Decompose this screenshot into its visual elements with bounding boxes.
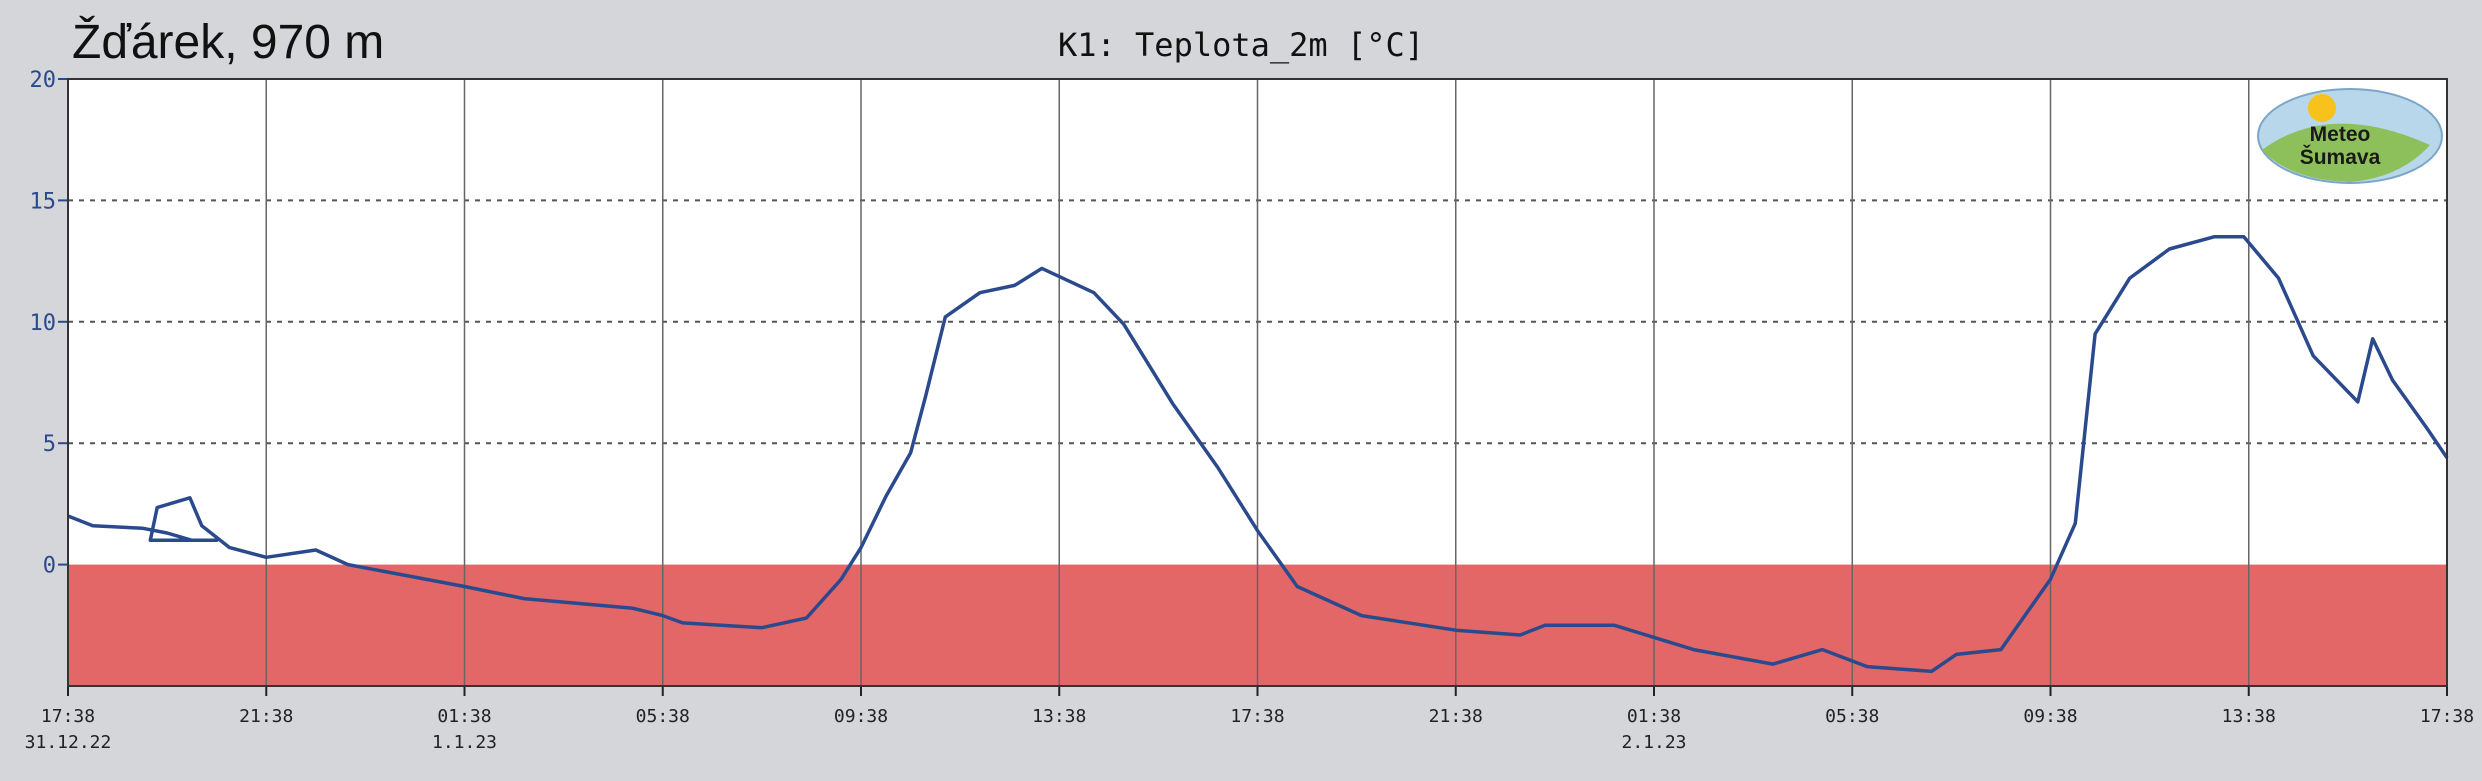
logo-text: Šumava (2300, 145, 2381, 169)
x-tick-label: 17:38 (1230, 706, 1284, 727)
logo-hill (2262, 123, 2430, 182)
chart-subtitle: K1: Teplota_2m [°C] (1058, 26, 1424, 64)
x-tick-label: 21:38 (239, 706, 293, 727)
x-tick-label: 05:38 (1825, 706, 1879, 727)
x-tick-label: 17:38 (2420, 706, 2474, 727)
x-date-label: 1.1.23 (432, 732, 497, 753)
y-tick-label: 20 (30, 68, 57, 93)
y-tick-label: 10 (30, 311, 57, 336)
x-tick-label: 21:38 (1429, 706, 1483, 727)
x-tick-label: 13:38 (1032, 706, 1086, 727)
x-tick-label: 17:38 (41, 706, 95, 727)
plot-frame (67, 78, 2448, 687)
x-date-label: 2.1.23 (1621, 732, 1686, 753)
logo-text: Meteo (2310, 123, 2371, 146)
x-tick-label: 09:38 (834, 706, 888, 727)
x-date-label: 31.12.22 (25, 732, 112, 753)
y-tick-label: 15 (30, 189, 57, 214)
y-tick-label: 5 (43, 432, 56, 457)
x-tick-label: 09:38 (2023, 706, 2077, 727)
temperature-line (67, 235, 2449, 674)
x-tick-label: 01:38 (437, 706, 491, 727)
chart-title: Žďárek, 970 m (72, 16, 384, 69)
x-tick-label: 01:38 (1627, 706, 1681, 727)
logo-sun (2308, 94, 2336, 122)
x-tick-label: 13:38 (2222, 706, 2276, 727)
y-tick-label: 0 (43, 554, 56, 579)
x-tick-label: 05:38 (636, 706, 690, 727)
